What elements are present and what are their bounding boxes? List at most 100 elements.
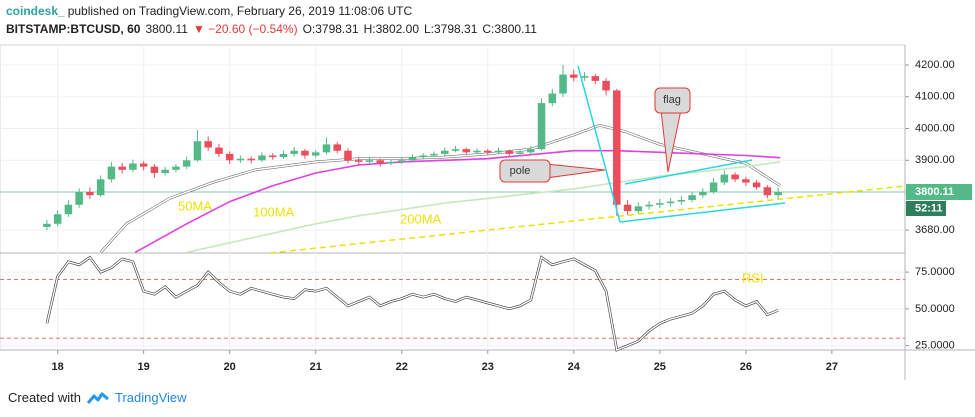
candle-body: [527, 149, 535, 153]
rsi-line: [46, 256, 779, 351]
ma-label: 200MA: [400, 211, 442, 226]
y-tick-label: 4100.00: [915, 91, 955, 103]
candle-body: [236, 158, 245, 161]
candle-body: [301, 150, 309, 156]
candle-body: [430, 153, 438, 156]
published: published on TradingView.com, February 2…: [67, 4, 413, 18]
candle-body: [75, 192, 83, 205]
candle-body: [215, 147, 223, 154]
candle-body: [64, 204, 73, 215]
author[interactable]: coindesk_: [6, 4, 65, 18]
candle-body: [408, 157, 417, 161]
candle-body: [172, 166, 180, 170]
candle-body: [440, 150, 449, 154]
ma-label: 100MA: [253, 204, 295, 219]
last-price-box: [906, 183, 972, 200]
candle-body: [709, 182, 718, 193]
candle-body: [731, 174, 739, 180]
candle-body: [344, 150, 352, 161]
candle-body: [139, 163, 148, 167]
candle-body: [118, 166, 126, 170]
low: L:3798.31: [424, 22, 478, 36]
candle-body: [150, 166, 159, 173]
candle-body: [742, 179, 750, 183]
candle-body: [354, 160, 363, 162]
flag-callout: flag: [654, 87, 691, 173]
callout-box: [499, 159, 551, 183]
x-tick-label: 22: [396, 361, 408, 373]
candle-body: [645, 204, 653, 207]
candle-body: [602, 80, 610, 91]
plot-frame: [0, 44, 906, 351]
candle-body: [225, 153, 234, 161]
y-tick-label: 3680.00: [915, 224, 955, 236]
y-tick-label: 25.0000: [915, 339, 955, 351]
candle-body: [86, 192, 94, 196]
last-price-label: 3800.11: [915, 186, 954, 198]
candle-body: [451, 149, 460, 151]
trend-line: [269, 185, 906, 254]
candle-body: [258, 155, 266, 161]
candle-body: [580, 76, 589, 78]
price: 3800.11: [145, 22, 188, 36]
candle-body: [548, 93, 557, 104]
countdown-box: [906, 200, 946, 216]
pole-callout: pole: [499, 159, 606, 183]
candle-body: [53, 214, 62, 224]
candle-body: [322, 144, 331, 153]
callout-box: [654, 87, 691, 114]
candle-body: [419, 155, 428, 158]
candle-body: [537, 103, 546, 150]
candle-body: [279, 153, 288, 158]
x-tick-label: 19: [138, 361, 150, 373]
candle-body: [268, 155, 277, 158]
brand[interactable]: TradingView: [114, 390, 187, 405]
candle-body: [311, 152, 320, 156]
candle-body: [634, 206, 643, 212]
candle-body: [677, 199, 686, 202]
x-tick-label: 24: [568, 361, 581, 373]
x-tick-label: 27: [826, 361, 838, 373]
candle-body: [699, 192, 707, 196]
candle-body: [505, 150, 514, 154]
publish-line: coindesk_ published on TradingView.com, F…: [6, 4, 417, 18]
change: ▼ −20.60 (−0.54%): [192, 22, 298, 36]
candle-body: [666, 201, 675, 204]
candle-body: [623, 204, 632, 212]
open: O:3798.31: [302, 22, 359, 36]
candle-body: [774, 191, 782, 196]
y-tick-label: 4000.00: [915, 122, 955, 134]
countdown: 52:11: [915, 202, 943, 214]
candle-body: [182, 160, 191, 167]
symbol-line: BITSTAMP:BTCUSD, 60 3800.11 ▼ −20.60 (−0.5…: [6, 22, 542, 36]
candle-body: [688, 195, 696, 200]
rsi-label: RSI: [742, 270, 764, 285]
candle-body: [570, 74, 578, 78]
candle-body: [387, 161, 395, 164]
candle-body: [204, 141, 212, 148]
created-with: Created with: [8, 390, 81, 405]
y-tick-label: 50.0000: [915, 303, 955, 315]
candle-body: [43, 223, 51, 227]
x-tick-label: 26: [740, 361, 752, 373]
y-tick-label: 75.0000: [915, 266, 955, 278]
x-tick-label: 25: [654, 361, 666, 373]
candle-body: [397, 160, 406, 162]
y-tick-label: 3900.00: [915, 154, 955, 166]
close: C:3800.11: [482, 22, 537, 36]
candle-body: [591, 76, 600, 81]
pole-line: [577, 65, 621, 223]
candle-body: [290, 150, 298, 154]
flag-top-line: [624, 159, 753, 185]
candle-body: [494, 150, 503, 153]
high: H:3802.00: [363, 22, 419, 36]
ma-line: [186, 161, 781, 254]
ma-label: 50MA: [178, 198, 212, 213]
flag-bottom-line: [619, 202, 786, 223]
candle-body: [376, 160, 385, 164]
candle-body: [161, 169, 169, 173]
symbol: BITSTAMP:BTCUSD, 60: [6, 22, 141, 36]
candle-body: [752, 182, 761, 188]
